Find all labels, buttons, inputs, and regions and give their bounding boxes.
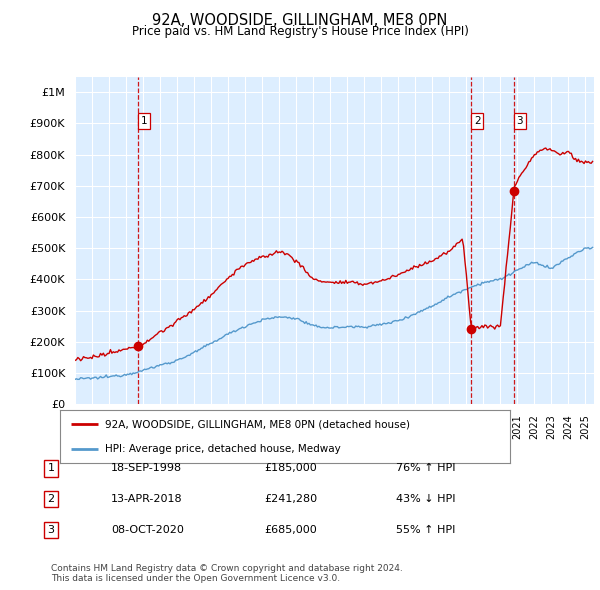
Text: 2: 2 <box>474 116 481 126</box>
Text: 18-SEP-1998: 18-SEP-1998 <box>111 464 182 473</box>
Text: 92A, WOODSIDE, GILLINGHAM, ME8 0PN (detached house): 92A, WOODSIDE, GILLINGHAM, ME8 0PN (deta… <box>105 419 410 430</box>
Text: Contains HM Land Registry data © Crown copyright and database right 2024.: Contains HM Land Registry data © Crown c… <box>51 565 403 573</box>
Text: 1: 1 <box>47 464 55 473</box>
Text: 3: 3 <box>47 525 55 535</box>
Text: 1: 1 <box>140 116 148 126</box>
Text: 08-OCT-2020: 08-OCT-2020 <box>111 525 184 535</box>
Text: 2: 2 <box>47 494 55 504</box>
Text: 3: 3 <box>517 116 523 126</box>
Text: 92A, WOODSIDE, GILLINGHAM, ME8 0PN: 92A, WOODSIDE, GILLINGHAM, ME8 0PN <box>152 13 448 28</box>
Text: HPI: Average price, detached house, Medway: HPI: Average price, detached house, Medw… <box>105 444 341 454</box>
Text: 55% ↑ HPI: 55% ↑ HPI <box>396 525 455 535</box>
Text: 76% ↑ HPI: 76% ↑ HPI <box>396 464 455 473</box>
Text: 13-APR-2018: 13-APR-2018 <box>111 494 182 504</box>
Text: £685,000: £685,000 <box>264 525 317 535</box>
Text: 43% ↓ HPI: 43% ↓ HPI <box>396 494 455 504</box>
Text: This data is licensed under the Open Government Licence v3.0.: This data is licensed under the Open Gov… <box>51 574 340 583</box>
Text: Price paid vs. HM Land Registry's House Price Index (HPI): Price paid vs. HM Land Registry's House … <box>131 25 469 38</box>
Text: £241,280: £241,280 <box>264 494 317 504</box>
Text: £185,000: £185,000 <box>264 464 317 473</box>
